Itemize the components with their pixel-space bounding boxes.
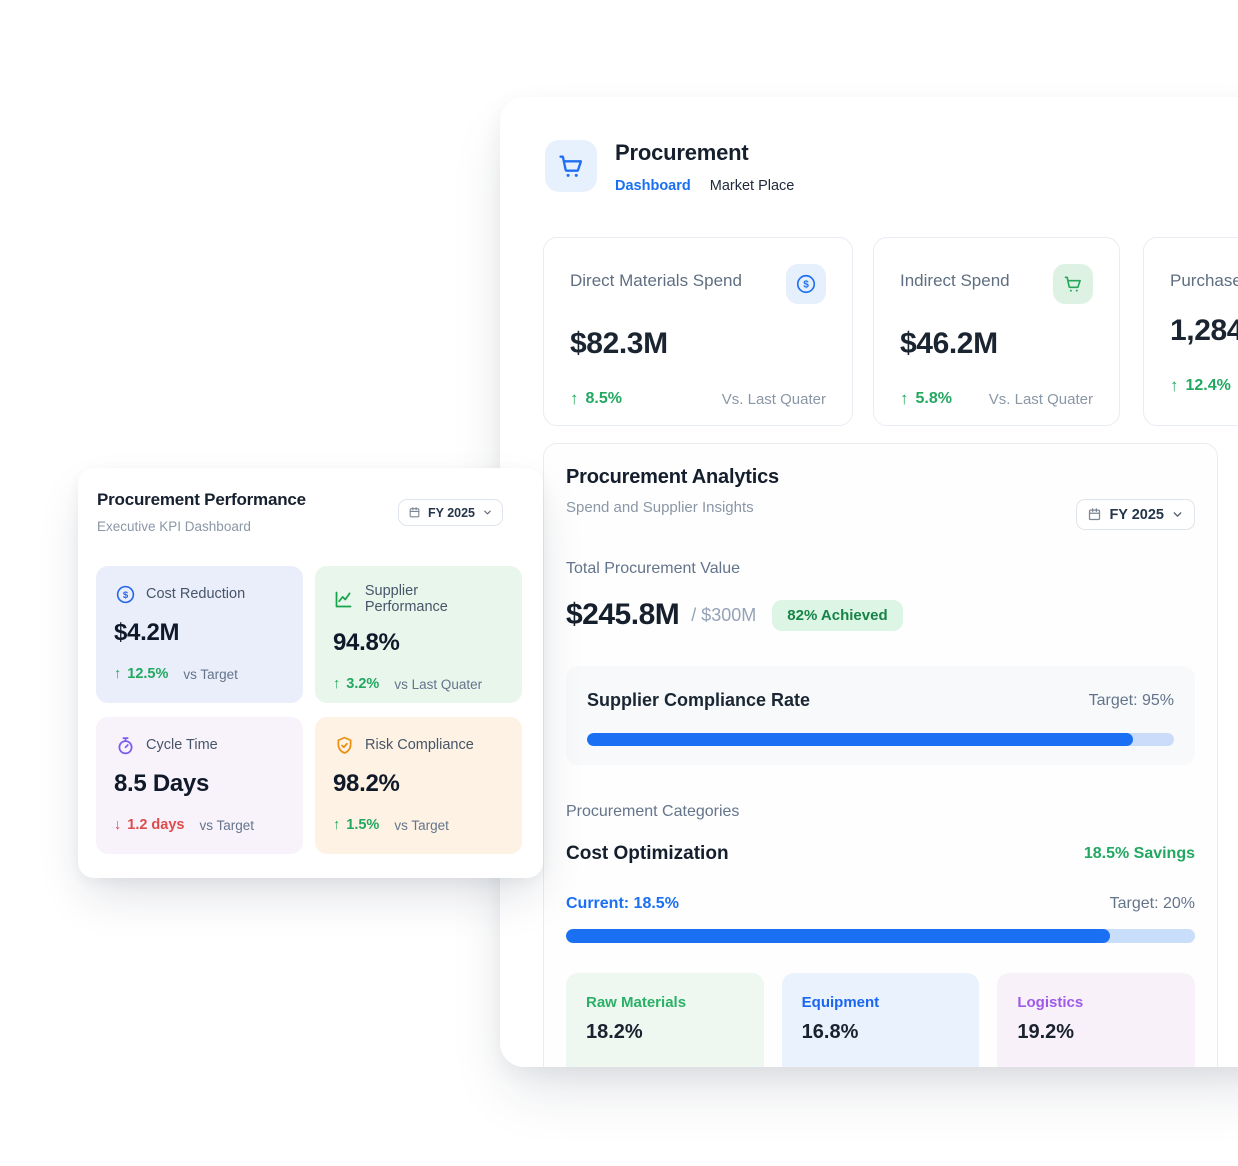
chip-label: Raw Materials [586, 994, 687, 1011]
tile-label: Risk Compliance [365, 737, 474, 753]
kpi-label: Indirect Spend [900, 271, 1010, 290]
tile-cycle-time: Cycle Time 8.5 Days ↓ 1.2 days vs Target [96, 717, 303, 854]
stopwatch-icon [114, 734, 136, 756]
savings-value: 18.5% Savings [1083, 845, 1195, 862]
arrow-up-icon: ↑ [114, 666, 122, 682]
cost-optimization-progress-fill [566, 929, 1111, 943]
compliance-target: Target: 95% [1088, 691, 1174, 709]
tile-label: Cycle Time [146, 737, 218, 753]
analytics-subtitle: Spend and Supplier Insights [566, 499, 754, 516]
kpi-card-direct-materials: Direct Materials Spend $ $82.3M ↑ 8.5% Vs… [543, 237, 853, 426]
tile-delta: ↑ 3.2% [333, 676, 380, 692]
performance-subtitle: Executive KPI Dashboard [97, 519, 251, 534]
arrow-up-icon: ↑ [900, 389, 909, 408]
kpi-label: Direct Materials Spend [570, 271, 742, 290]
performance-title: Procurement Performance [97, 490, 306, 509]
kpi-delta: ↑ 12.4% [1170, 376, 1231, 395]
category-chip-row: Raw Materials 18.2% Equipment 16.8% Logi… [566, 973, 1196, 1067]
chevron-down-icon [1171, 508, 1184, 521]
supplier-compliance-box: Supplier Compliance Rate Target: 95% [566, 666, 1195, 765]
cart-icon [545, 140, 597, 192]
tile-value: 98.2% [333, 770, 400, 797]
calendar-icon [408, 506, 421, 519]
kpi-note: Vs. Last Quater [721, 390, 826, 408]
arrow-down-icon: ↓ [114, 817, 122, 833]
tile-note: vs Target [183, 666, 238, 682]
line-chart-icon [333, 588, 355, 610]
shield-check-icon [333, 734, 355, 756]
total-procurement-target: / $300M [691, 604, 757, 625]
page-title: Procurement [615, 140, 749, 165]
tile-value: 8.5 Days [114, 770, 210, 797]
kpi-label: Purchase Orders [1170, 271, 1238, 290]
kpi-card-indirect-spend: Indirect Spend $46.2M ↑ 5.8% Vs. Last Qua… [873, 237, 1120, 426]
dollar-circle-icon: $ [786, 264, 826, 304]
app-header: Procurement Dashboard Market Place [545, 140, 794, 194]
svg-text:$: $ [122, 590, 128, 601]
svg-text:$: $ [803, 280, 809, 291]
procurement-categories-label: Procurement Categories [566, 803, 740, 820]
procurement-panel: Procurement Dashboard Market Place Direc… [500, 97, 1238, 1067]
dollar-circle-icon: $ [114, 583, 136, 605]
tile-note: vs Target [199, 817, 255, 833]
tile-risk-compliance: Risk Compliance 98.2% ↑ 1.5% vs Target [315, 717, 522, 854]
chip-value: 19.2% [1017, 1021, 1075, 1043]
fiscal-year-value: FY 2025 [1109, 506, 1164, 523]
kpi-value: 1,284 [1170, 314, 1238, 347]
tile-label: Supplier Performance [364, 583, 448, 615]
tile-delta: ↑ 12.5% [114, 666, 169, 682]
calendar-icon [1087, 507, 1102, 522]
arrow-up-icon: ↑ [1170, 376, 1179, 395]
kpi-delta: ↑ 8.5% [570, 389, 622, 408]
chip-value: 16.8% [801, 1021, 859, 1043]
chip-logistics: Logistics 19.2% [997, 973, 1196, 1067]
procurement-performance-card: Procurement Performance Executive KPI Da… [78, 468, 543, 878]
tile-note: vs Target [394, 817, 449, 833]
arrow-up-icon: ↑ [333, 676, 341, 692]
tile-cost-reduction: $ Cost Reduction $4.2M ↑ 12.5% vs Target [96, 566, 303, 703]
kpi-note: Vs. Last Quater [988, 390, 1093, 408]
chip-value: 18.2% [586, 1021, 643, 1043]
current-value: Current: 18.5% [566, 895, 679, 912]
fiscal-year-value: FY 2025 [427, 505, 475, 520]
tile-delta: ↓ 1.2 days [114, 817, 185, 833]
compliance-progress-fill [587, 733, 1133, 746]
kpi-value: $46.2M [900, 327, 998, 360]
cost-optimization-progress-track [566, 929, 1195, 943]
chip-raw-materials: Raw Materials 18.2% [566, 973, 764, 1067]
fiscal-year-select[interactable]: FY 2025 [397, 499, 503, 526]
tile-label: Cost Reduction [146, 586, 246, 602]
kpi-delta: ↑ 5.8% [900, 389, 952, 408]
tile-value: 94.8% [333, 629, 400, 656]
nav-tabs: Dashboard Market Place [615, 178, 794, 194]
chip-equipment: Equipment 16.8% [781, 973, 980, 1067]
tile-delta: ↑ 1.5% [333, 817, 380, 833]
compliance-progress-track [587, 733, 1174, 746]
chip-label: Logistics [1017, 994, 1084, 1011]
kpi-card-purchase-orders: Purchase Orders 1,284 ↑12.4% Vs. Last Qu… [1143, 237, 1238, 426]
tab-dashboard[interactable]: Dashboard [615, 178, 691, 194]
tile-value: $4.2M [114, 619, 180, 646]
chevron-down-icon [482, 507, 493, 518]
achieved-badge: 82% Achieved [772, 599, 903, 631]
procurement-analytics-card: Procurement Analytics Spend and Supplier… [543, 443, 1218, 1067]
analytics-title: Procurement Analytics [566, 466, 779, 488]
tile-supplier-performance: Supplier Performance 94.8% ↑ 3.2% vs Last… [315, 566, 522, 703]
arrow-up-icon: ↑ [333, 817, 341, 833]
target-value: Target: 20% [1109, 895, 1195, 912]
tile-note: vs Last Quater [394, 676, 483, 692]
kpi-tile-grid: $ Cost Reduction $4.2M ↑ 12.5% vs Target … [96, 566, 522, 854]
arrow-up-icon: ↑ [570, 389, 579, 408]
total-procurement-label: Total Procurement Value [566, 560, 741, 577]
tab-market-place[interactable]: Market Place [709, 178, 795, 194]
fiscal-year-select[interactable]: FY 2025 [1076, 499, 1195, 530]
cart-icon [1053, 264, 1093, 304]
compliance-label: Supplier Compliance Rate [587, 690, 811, 710]
cost-optimization-label: Cost Optimization [566, 843, 729, 864]
kpi-value: $82.3M [570, 327, 668, 360]
chip-label: Equipment [801, 994, 880, 1011]
total-procurement-value: $245.8M [566, 598, 680, 631]
